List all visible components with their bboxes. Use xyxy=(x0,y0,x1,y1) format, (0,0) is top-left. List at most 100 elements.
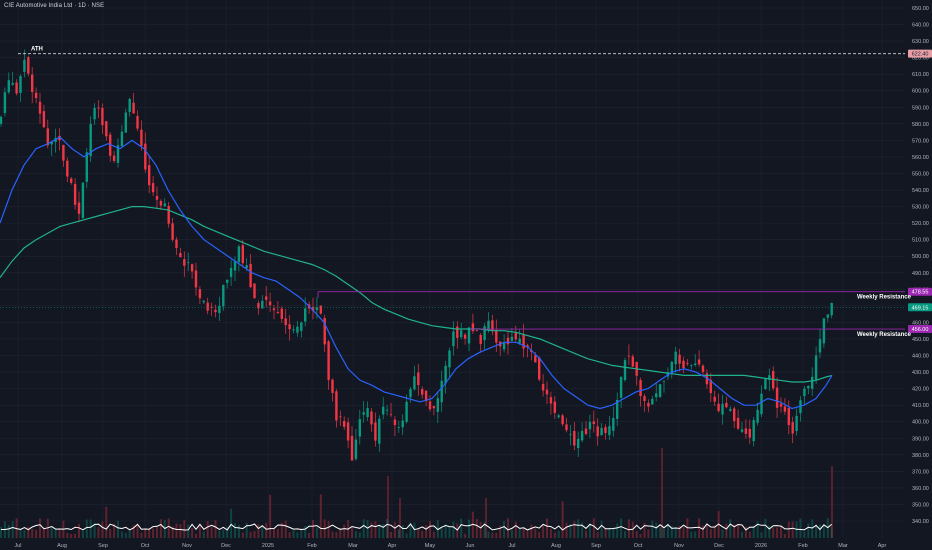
candle-body xyxy=(495,330,498,343)
candle-body xyxy=(245,265,248,269)
candle-body xyxy=(616,399,619,419)
candle-body xyxy=(444,365,447,384)
volume-bar xyxy=(417,528,420,538)
candle-body xyxy=(331,379,334,393)
volume-bar xyxy=(210,526,213,538)
volume-bar xyxy=(468,519,470,538)
candle-body xyxy=(229,267,233,277)
volume-bar xyxy=(374,521,377,538)
candle-body xyxy=(756,409,759,423)
candle-body xyxy=(413,376,416,390)
volume-bar xyxy=(608,527,611,538)
volume-bar xyxy=(799,518,802,538)
volume-bar xyxy=(702,525,704,538)
candle-body xyxy=(779,403,783,407)
volume-bar xyxy=(132,525,135,538)
volume-bar xyxy=(429,521,431,538)
volume-bar xyxy=(776,527,779,538)
candle-body xyxy=(81,182,85,219)
time-axis[interactable]: Jul Aug Sep Oct Nov Dec 2025 Feb Mar Apr May Jun Jul… xyxy=(14,543,886,549)
volume-bar xyxy=(674,527,677,538)
candle-body xyxy=(740,429,744,432)
volume-bar xyxy=(573,521,576,538)
y-tick-label: 530.00 xyxy=(912,205,929,211)
volume-bar xyxy=(663,528,665,538)
volume-bar xyxy=(327,521,330,538)
volume-bar xyxy=(78,523,80,538)
candle-body xyxy=(85,152,88,182)
candle-body xyxy=(674,351,677,365)
price-tag-label: 469.15 xyxy=(912,305,929,311)
y-tick-label: 490.00 xyxy=(912,271,929,277)
y-tick-label: 540.00 xyxy=(912,188,929,194)
candle-body xyxy=(304,308,307,322)
volume-bar xyxy=(206,520,209,538)
volume-bar xyxy=(101,521,104,538)
candle-body xyxy=(783,406,787,412)
candle-body xyxy=(729,408,732,411)
candle-body xyxy=(311,306,315,311)
volume-bar xyxy=(257,524,260,538)
candle-body xyxy=(557,415,560,418)
volume-bar xyxy=(803,531,806,538)
volume-bar xyxy=(89,519,92,538)
price-axis[interactable]: 340.00 350.00 360.00 370.00 380.00 390.00 400.… xyxy=(912,6,929,525)
candle-body xyxy=(483,326,486,341)
candle-body xyxy=(460,330,463,338)
volume-bar xyxy=(11,521,14,538)
volume-bar xyxy=(709,529,712,538)
volume-bar xyxy=(70,533,73,538)
volume-bar xyxy=(7,525,10,538)
x-tick-label: Mar xyxy=(838,543,848,549)
y-tick-label: 560.00 xyxy=(912,155,929,161)
volume-bar xyxy=(109,528,112,538)
candle-body xyxy=(11,82,14,85)
y-tick-label: 610.00 xyxy=(912,72,929,78)
volume-bar xyxy=(737,523,740,538)
volume-bar xyxy=(760,532,763,538)
volume-bar xyxy=(491,532,494,538)
volume-bar xyxy=(510,530,513,538)
y-tick-label: 650.00 xyxy=(912,6,929,12)
y-tick-label: 630.00 xyxy=(912,39,929,45)
candle-body xyxy=(475,330,478,332)
volume-bar xyxy=(698,518,701,538)
candle-body xyxy=(686,363,689,365)
price-tag-box xyxy=(908,287,932,296)
volume-bar xyxy=(156,525,158,538)
volume-bar xyxy=(678,525,681,538)
x-tick-label: Aug xyxy=(57,543,67,549)
candle-body xyxy=(658,384,662,398)
y-tick-label: 600.00 xyxy=(912,89,929,95)
volume-bar xyxy=(530,524,533,538)
candle-body xyxy=(795,415,798,431)
candle-body xyxy=(569,433,572,435)
y-tick-label: 400.00 xyxy=(912,420,929,426)
candle-body xyxy=(112,155,116,161)
candle-body xyxy=(237,246,241,263)
candle-body xyxy=(34,92,38,99)
volume-bar xyxy=(187,524,190,538)
volume-bar xyxy=(358,532,361,538)
volume-bar xyxy=(148,529,151,538)
volume-bar xyxy=(670,525,673,538)
volume-bar xyxy=(612,528,615,538)
volume-bar xyxy=(546,518,548,538)
volume-bar xyxy=(425,525,428,538)
volume-bar xyxy=(624,531,626,538)
candle-body xyxy=(791,422,794,434)
candle-body xyxy=(327,341,330,381)
volume-bar xyxy=(397,529,400,538)
candle-body xyxy=(768,375,771,380)
ath-label: ATH xyxy=(31,47,43,53)
volume-bar xyxy=(331,531,334,538)
volume-bar xyxy=(175,523,178,538)
volume-bar xyxy=(588,523,591,538)
candle-body xyxy=(171,223,174,240)
volume-bar xyxy=(179,524,182,538)
candle-body xyxy=(541,383,545,391)
chart-annotations: ATH Weekly Resistance Weekly Resistance xyxy=(31,47,912,338)
candle-body xyxy=(588,421,592,430)
volume-bar xyxy=(819,524,821,538)
